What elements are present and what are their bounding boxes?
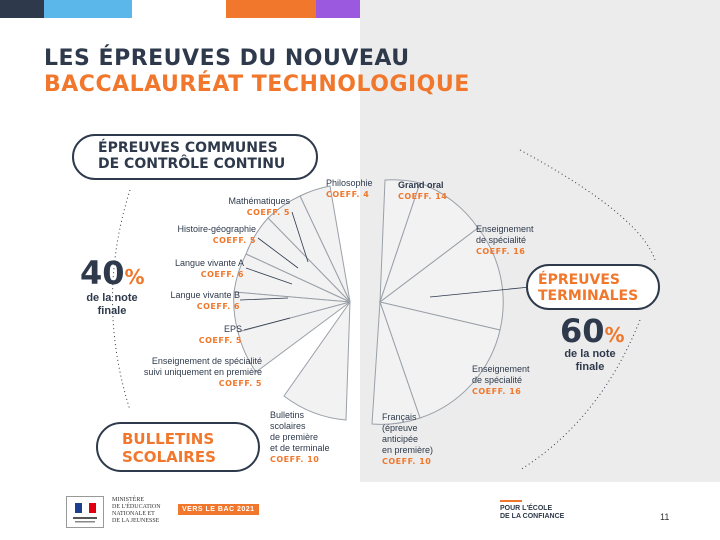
continuous-pill-line2: DE CONTRÔLE CONTINU [98,156,286,172]
slice-francais [371,301,421,425]
top-bar-navy [0,0,44,18]
label-francais: Français (épreuve anticipée en première)… [382,412,434,466]
left-share-caption: de la note finale [80,292,144,318]
label-philosophie: Philosophie COEFF. 4 [326,178,373,199]
label-maths: Mathématiques COEFF. 5 [228,196,290,217]
label-specialite-1: Enseignement de spécialité COEFF. 16 [476,224,534,256]
right-share-value: 60 [560,312,605,350]
page-title-line2: BACCALAURÉAT TECHNOLOGIQUE [44,72,470,97]
right-dashed-arc [519,149,656,261]
top-bar-orange [226,0,316,18]
label-lva: Langue vivante A COEFF. 6 [174,258,244,279]
slice-bulletins [283,300,351,421]
label-bulletins: Bulletins scolaires de première et de te… [270,410,330,464]
ministry-flag-logo [66,496,104,528]
right-share-caption: de la note finale [558,348,622,374]
slice-specialite-1 [378,227,504,331]
terminal-pill-line1: ÉPREUVES [538,272,621,288]
marianne-icon [73,503,97,523]
bulletins-pill-line2: SCOLAIRES [122,448,216,466]
bac-2021-tag: VERS LE BAC 2021 [178,504,259,515]
left-caption-line1: de la note [86,292,138,304]
page-number: 11 [660,512,670,522]
right-dashed-arc-lower [519,319,641,471]
continuous-exams-pill: ÉPREUVES COMMUNES DE CONTRÔLE CONTINU [72,134,318,180]
right-share: 60% [560,312,625,350]
leader-terminal [429,286,531,298]
slice-grand-oral [379,182,479,304]
left-share-value: 40 [80,254,125,292]
left-caption-line2: finale [97,305,127,317]
leader-lvb [239,297,289,301]
leader-lva [245,267,293,285]
continuous-pill-line1: ÉPREUVES COMMUNES [98,140,278,156]
slice-spec-premiere [237,301,351,373]
leader-histgeo [257,237,299,269]
left-dashed-arc [112,189,131,411]
leader-eps [243,317,291,331]
left-share-symbol: % [124,265,145,289]
right-caption-line1: de la note [564,348,616,360]
terminal-pie [371,179,504,425]
top-bar-sky [44,0,132,18]
terminal-exams-pill: ÉPREUVES TERMINALES [526,264,660,310]
right-caption-line2: finale [575,361,605,373]
label-lvb: Langue vivante B COEFF. 6 [170,290,240,311]
brand-signature: POUR L'ÉCOLE DE LA CONFIANCE [500,500,564,521]
leader-maths [291,211,309,263]
page-title-line1: LES ÉPREUVES DU NOUVEAU [44,46,410,71]
bulletins-pill-line1: BULLETINS [122,430,215,448]
ministry-name: MINISTÈRE DE L'ÉDUCATION NATIONALE ET DE… [112,497,161,524]
label-spec-premiere: Enseignement de spécialité suivi uniquem… [143,356,262,388]
label-eps: EPS COEFF. 5 [198,324,242,345]
label-histgeo: Histoire-géographie COEFF. 5 [177,224,256,245]
brand-accent-line [500,500,522,502]
bulletins-pill: BULLETINS SCOLAIRES [96,422,260,472]
continuous-fan [233,185,351,421]
label-grand-oral: Grand oral COEFF. 14 [398,180,448,201]
left-share: 40% [80,254,145,292]
right-share-symbol: % [604,323,625,347]
terminal-pill-line2: TERMINALES [538,288,639,304]
label-specialite-2: Enseignement de spécialité COEFF. 16 [472,364,530,396]
